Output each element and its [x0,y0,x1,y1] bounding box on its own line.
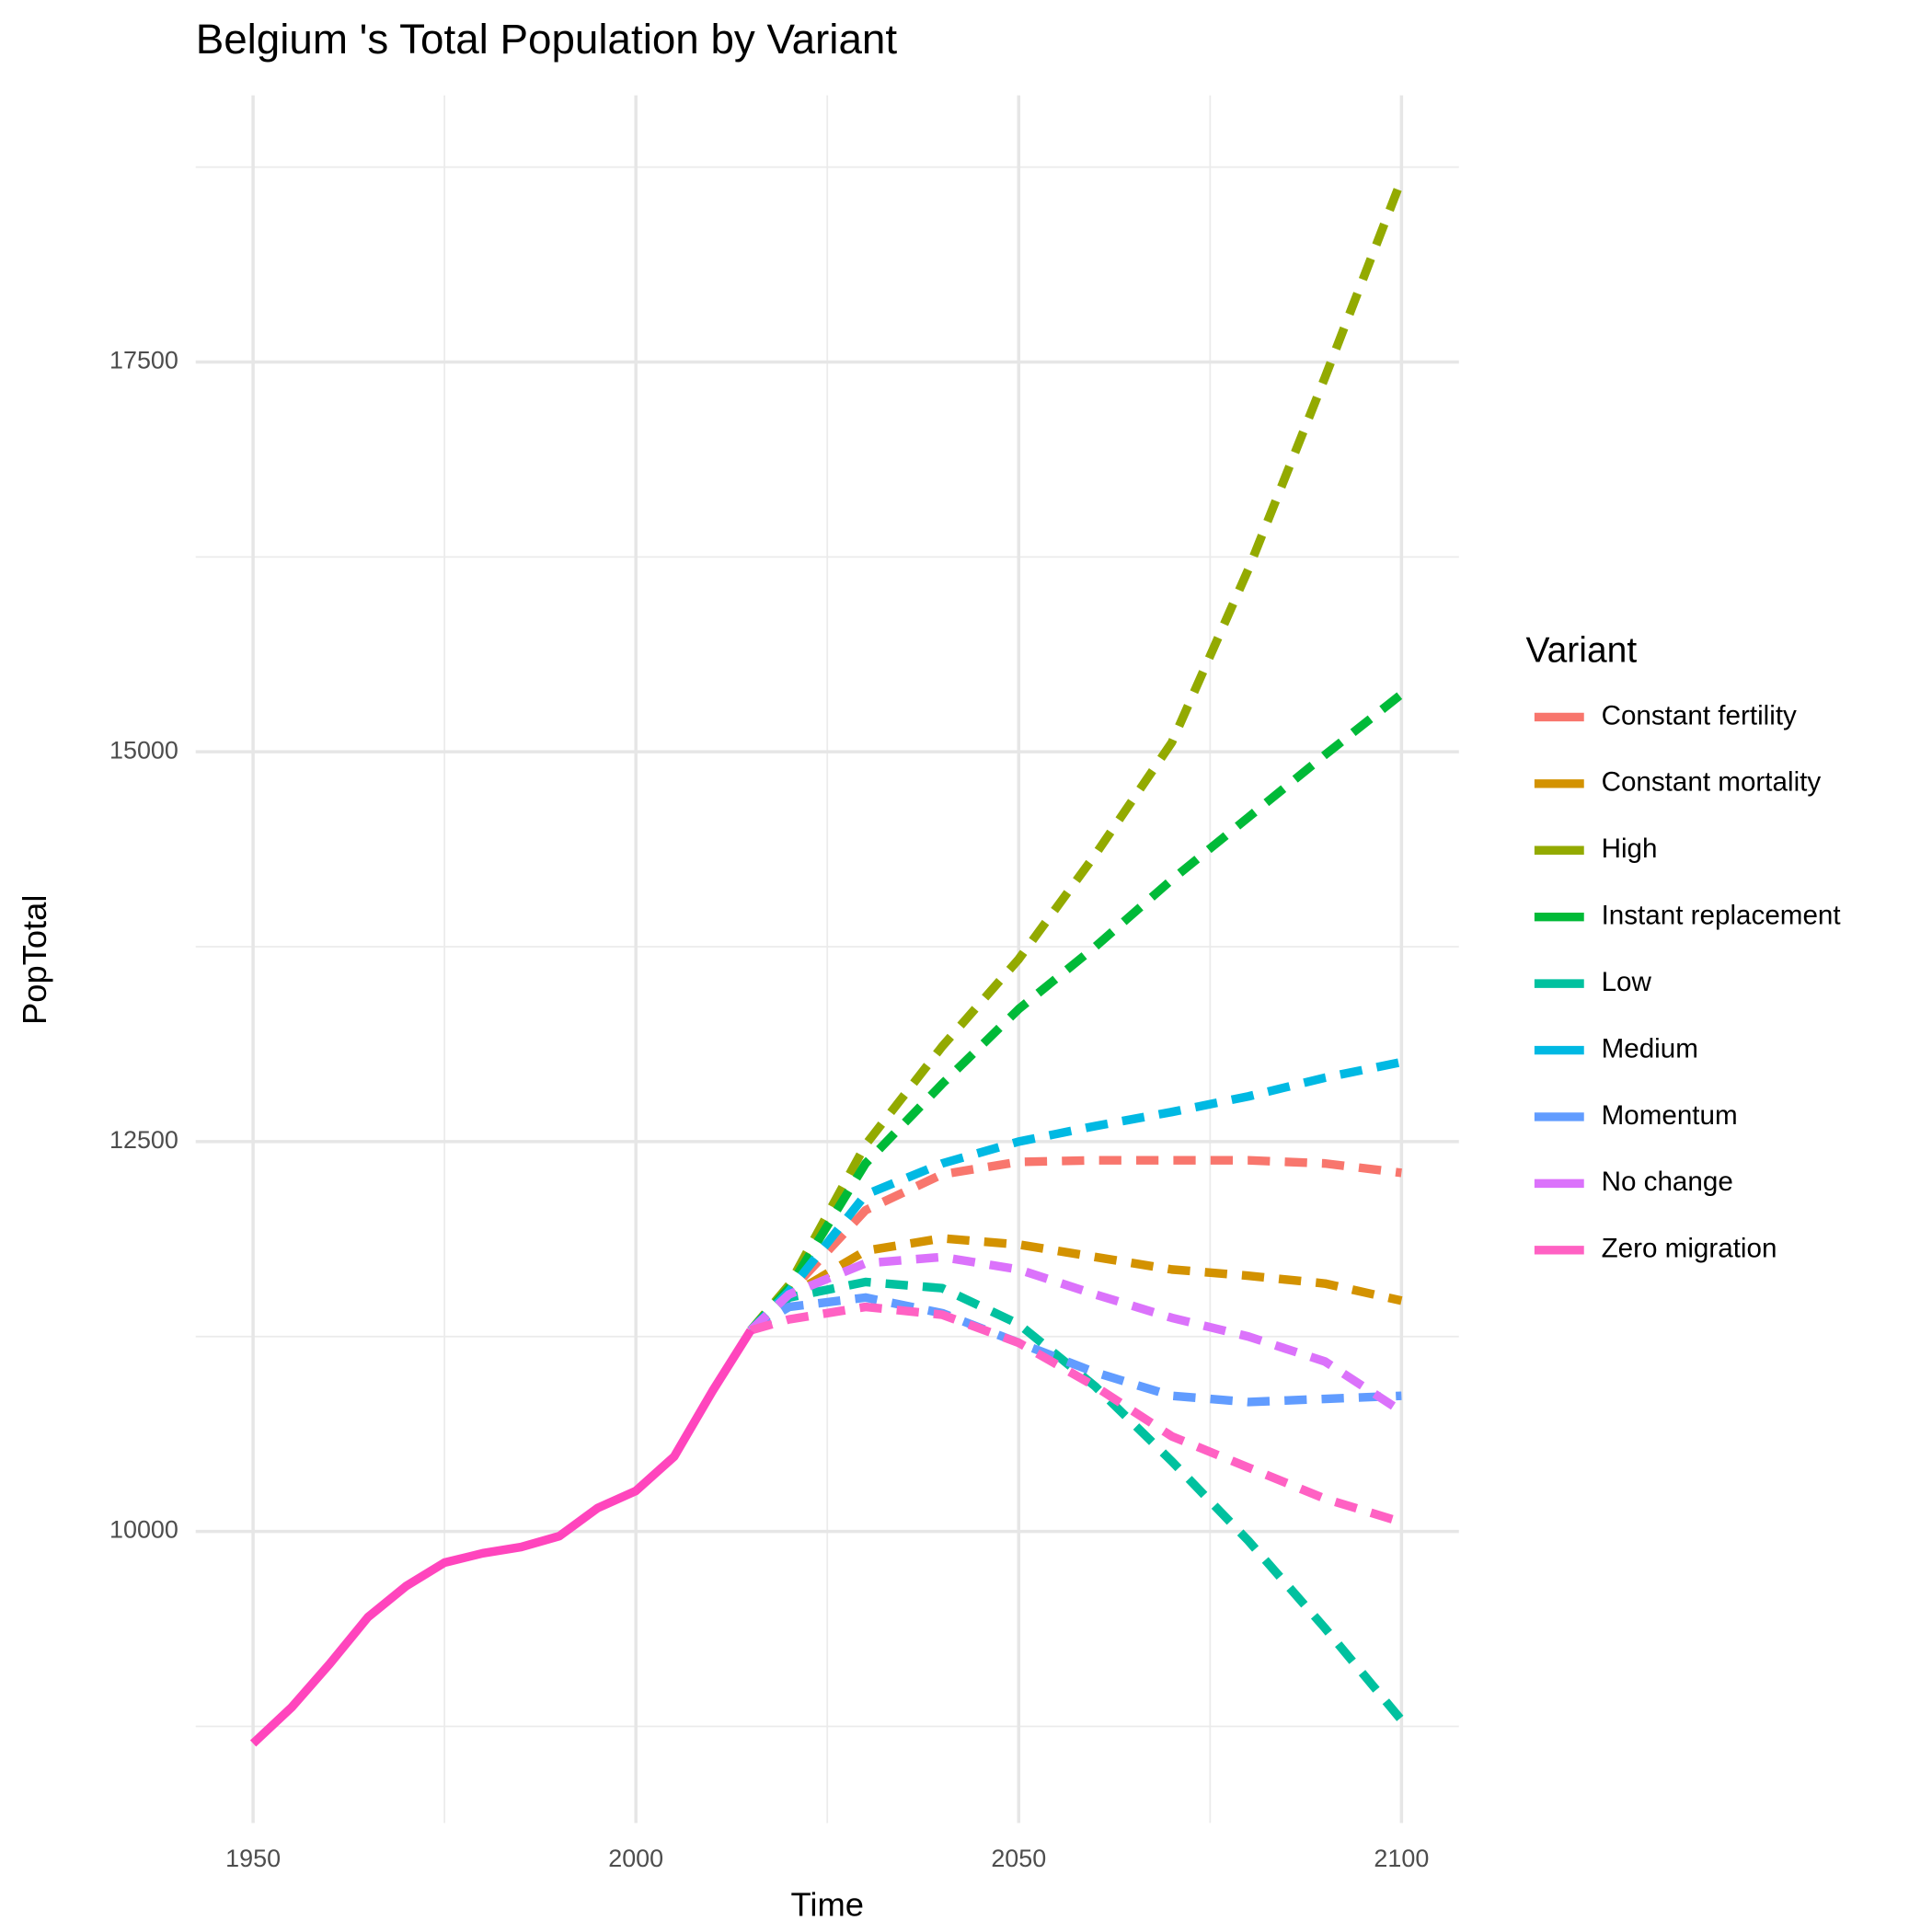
projection-line [747,1234,1403,1334]
legend-title: Variant [1525,631,1637,671]
x-axis-label: Time [791,1886,864,1924]
x-tick-label: 2000 [608,1845,663,1872]
y-axis-label: PopTotal [16,895,53,1025]
estimate-line [249,1328,754,1747]
x-tick-label: 2100 [1374,1845,1429,1872]
projection-line [747,1277,1405,1723]
legend-label: Instant replacement [1602,901,1842,931]
legend: Variant Constant fertility Constant morta… [1525,631,1841,1264]
grid [195,95,1459,1823]
x-tick-label: 1950 [225,1845,281,1872]
y-tick-label: 10000 [109,1516,178,1544]
legend-label: Medium [1602,1033,1698,1064]
projection-line [747,1057,1403,1334]
x-tick-label: 2050 [991,1845,1046,1872]
legend-label: High [1602,834,1658,864]
y-tick-label: 15000 [109,736,178,764]
legend-label: Momentum [1602,1100,1738,1131]
legend-label: No change [1602,1167,1733,1197]
y-tick-label: 17500 [109,347,178,374]
projection-line [747,690,1405,1334]
y-tick-label: 12500 [109,1126,178,1154]
lines [249,178,1406,1747]
projection-line [748,1293,1402,1407]
legend-label: Zero migration [1602,1234,1777,1264]
chart-title: Belgium 's Total Population by Variant [196,16,898,63]
legend-label: Low [1602,967,1652,997]
legend-label: Constant mortality [1602,767,1822,798]
projection-line [747,1252,1404,1416]
projection-line [749,1302,1403,1526]
legend-label: Constant fertility [1602,700,1797,730]
projection-line [747,1156,1402,1334]
projection-line [747,178,1406,1334]
